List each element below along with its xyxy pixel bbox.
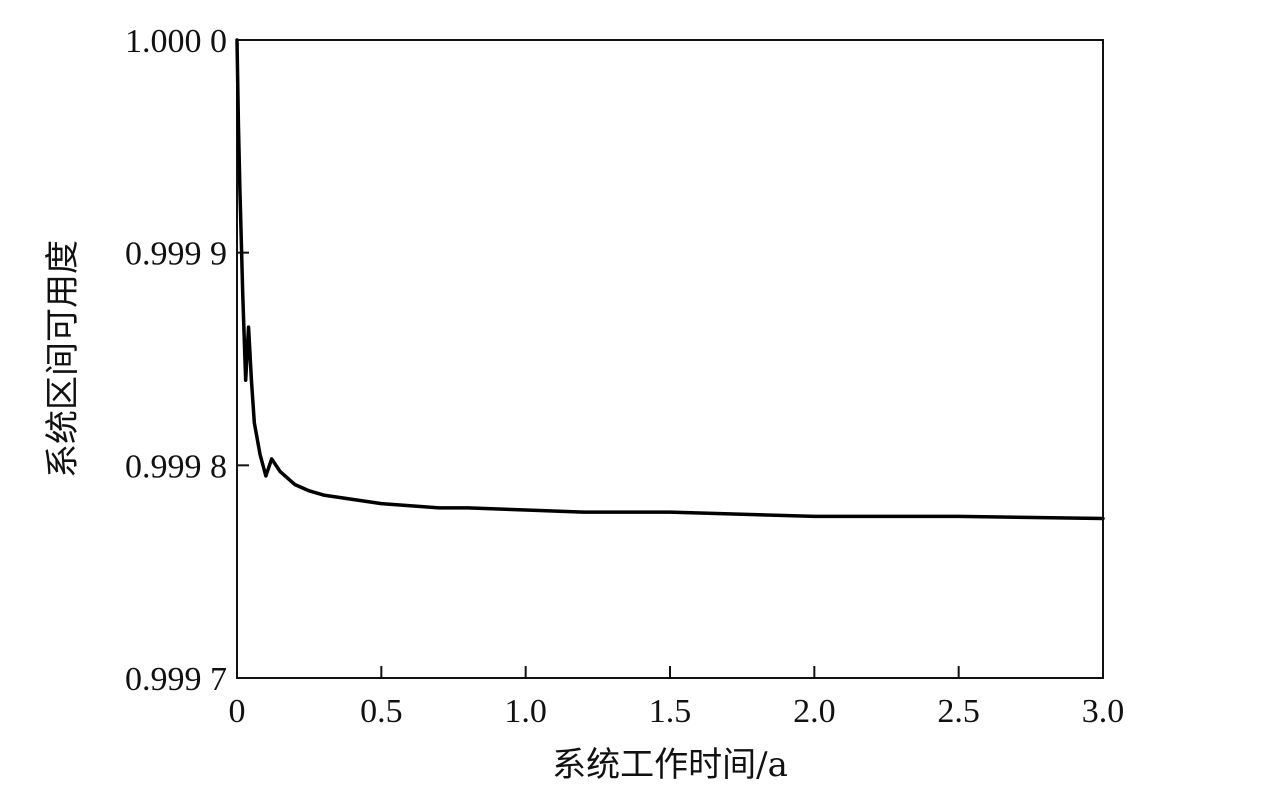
x-tick-label: 1.5 — [649, 693, 692, 730]
x-tick-label: 0 — [229, 693, 246, 730]
x-tick-label: 3.0 — [1082, 693, 1125, 730]
plot-frame — [236, 39, 1104, 679]
x-tick-label: 2.0 — [793, 693, 836, 730]
x-tick-label: 1.0 — [504, 693, 547, 730]
y-tick-label: 1.000 0 — [125, 23, 227, 60]
y-tick-label: 0.999 8 — [125, 448, 227, 485]
series-line — [235, 38, 1105, 521]
y-tick-label: 0.999 7 — [125, 661, 227, 698]
y-axis-title: 系统区间可用度 — [43, 240, 83, 478]
x-axis-ticks: 0 0.5 1.0 1.5 2.0 2.5 3.0 — [229, 666, 1125, 730]
x-tick-label: 2.5 — [937, 693, 980, 730]
x-tick-label: 0.5 — [360, 693, 403, 730]
y-tick-label: 0.999 9 — [125, 236, 227, 273]
x-axis-title: 系统工作时间/a — [552, 745, 788, 785]
y-axis-ticks: 0.999 7 0.999 8 0.999 9 1.000 0 — [125, 23, 249, 698]
